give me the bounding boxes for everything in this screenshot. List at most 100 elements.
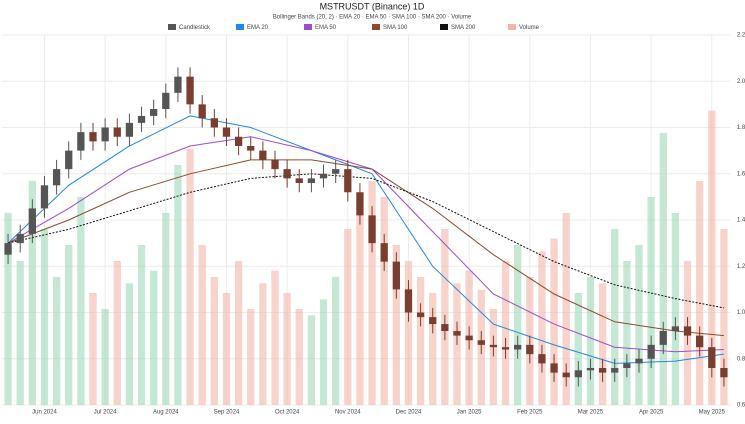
candle-body — [683, 326, 692, 336]
x-tick-label: Apr 2025 — [639, 410, 664, 416]
candle-body — [562, 372, 570, 378]
candle-body — [720, 368, 728, 378]
indicator-line — [7, 173, 724, 309]
volume-bar — [65, 245, 73, 405]
x-tick-label: Sep 2024 — [214, 410, 240, 416]
legend-swatch — [236, 24, 244, 30]
y-tick-label: 2.0 — [737, 79, 745, 85]
candle-body — [137, 115, 146, 123]
x-tick-label: Dec 2024 — [396, 410, 422, 416]
candle-body — [635, 358, 643, 364]
x-tick-label: Aug 2024 — [153, 410, 179, 416]
candle-body — [356, 192, 364, 216]
volume-bar — [150, 270, 158, 405]
volume-bar — [234, 261, 243, 405]
candle-body — [380, 243, 388, 262]
volume-bar — [16, 261, 24, 405]
candle-body — [162, 92, 170, 109]
volume-bar — [708, 110, 716, 405]
volume-bar — [562, 213, 570, 405]
candle-body — [222, 127, 231, 137]
candle-body — [150, 109, 158, 116]
legend-label: EMA 20 — [247, 25, 269, 31]
volume-bar — [538, 251, 546, 405]
y-tick-label: 1.8 — [737, 125, 745, 131]
candle-body — [174, 76, 182, 93]
candle-body — [659, 331, 667, 345]
candle-body — [234, 136, 243, 146]
volume-bar — [429, 293, 437, 405]
legend-label: SMA 100 — [383, 25, 408, 31]
volume-bar — [356, 213, 364, 405]
candle-body — [259, 150, 267, 160]
volume-bar — [574, 293, 582, 405]
y-tick-label: 1.0 — [737, 310, 745, 316]
candle-body — [465, 335, 473, 341]
candle-body — [332, 169, 340, 174]
y-tick-label: 1.4 — [737, 218, 745, 224]
legend-swatch — [372, 24, 380, 30]
volume-bar — [586, 277, 595, 405]
candle-body — [501, 347, 510, 350]
legend-label: SMA 200 — [451, 25, 476, 31]
volume-bar — [101, 309, 109, 405]
candle-body — [477, 340, 485, 345]
candle-body — [368, 215, 376, 244]
candle-body — [4, 243, 12, 255]
x-tick-label: Jun 2024 — [32, 410, 57, 416]
x-tick-label: Jul 2024 — [94, 410, 117, 416]
legend-swatch — [304, 24, 312, 30]
volume-bar — [271, 270, 279, 405]
legend-swatch — [168, 24, 176, 30]
y-tick-label: 1.6 — [737, 171, 745, 177]
candle-body — [65, 150, 73, 170]
volume-bar — [52, 277, 61, 405]
indicator-line — [7, 159, 724, 337]
candle-body — [101, 127, 109, 142]
x-tick-label: Feb 2025 — [517, 410, 543, 416]
candle-body — [344, 169, 352, 193]
volume-bar — [283, 293, 291, 405]
volume-bar — [198, 245, 206, 405]
volume-bar — [137, 245, 146, 405]
legend-label: Candlestick — [179, 25, 211, 31]
volume-bar — [720, 229, 728, 405]
candle-body — [489, 344, 498, 348]
y-tick-label: 2.2 — [737, 33, 745, 39]
volume-bar — [247, 309, 255, 405]
x-tick-label: Mar 2025 — [578, 410, 604, 416]
candle-body — [671, 326, 680, 331]
candle-body — [113, 127, 121, 137]
volume-bar — [186, 149, 194, 405]
x-tick-label: Jan 2025 — [457, 410, 482, 416]
candle-body — [283, 169, 291, 179]
candle-body — [271, 159, 279, 170]
volume-bar — [222, 293, 231, 405]
volume-bar — [671, 213, 680, 405]
volume-bar — [659, 133, 667, 405]
chart-subtitle: Bollinger Bands (20, 2) · EMA 20 · EMA 5… — [273, 15, 472, 21]
candle-body — [647, 344, 655, 359]
x-tick-label: Oct 2024 — [275, 410, 300, 416]
volume-bar — [89, 293, 97, 405]
candle-body — [586, 368, 595, 371]
y-tick-label: 1.2 — [737, 264, 745, 270]
volume-bar — [259, 283, 267, 405]
legend-swatch — [440, 24, 448, 30]
volume-bar — [404, 261, 413, 405]
volume-bar — [623, 261, 631, 405]
y-tick-label: 0.6 — [737, 403, 745, 409]
candle-body — [307, 178, 316, 183]
chart-title: MSTRUSDT (Binance) 1D — [320, 1, 425, 11]
volume-bar — [696, 181, 704, 405]
candle-body — [16, 233, 24, 244]
volume-bar — [611, 229, 619, 405]
candle-body — [623, 363, 631, 368]
candle-body — [52, 169, 61, 186]
candle-body — [598, 368, 607, 373]
candle-body — [125, 122, 134, 137]
candle-body — [453, 331, 461, 336]
candle-body — [186, 76, 194, 105]
candle-body — [696, 335, 704, 348]
